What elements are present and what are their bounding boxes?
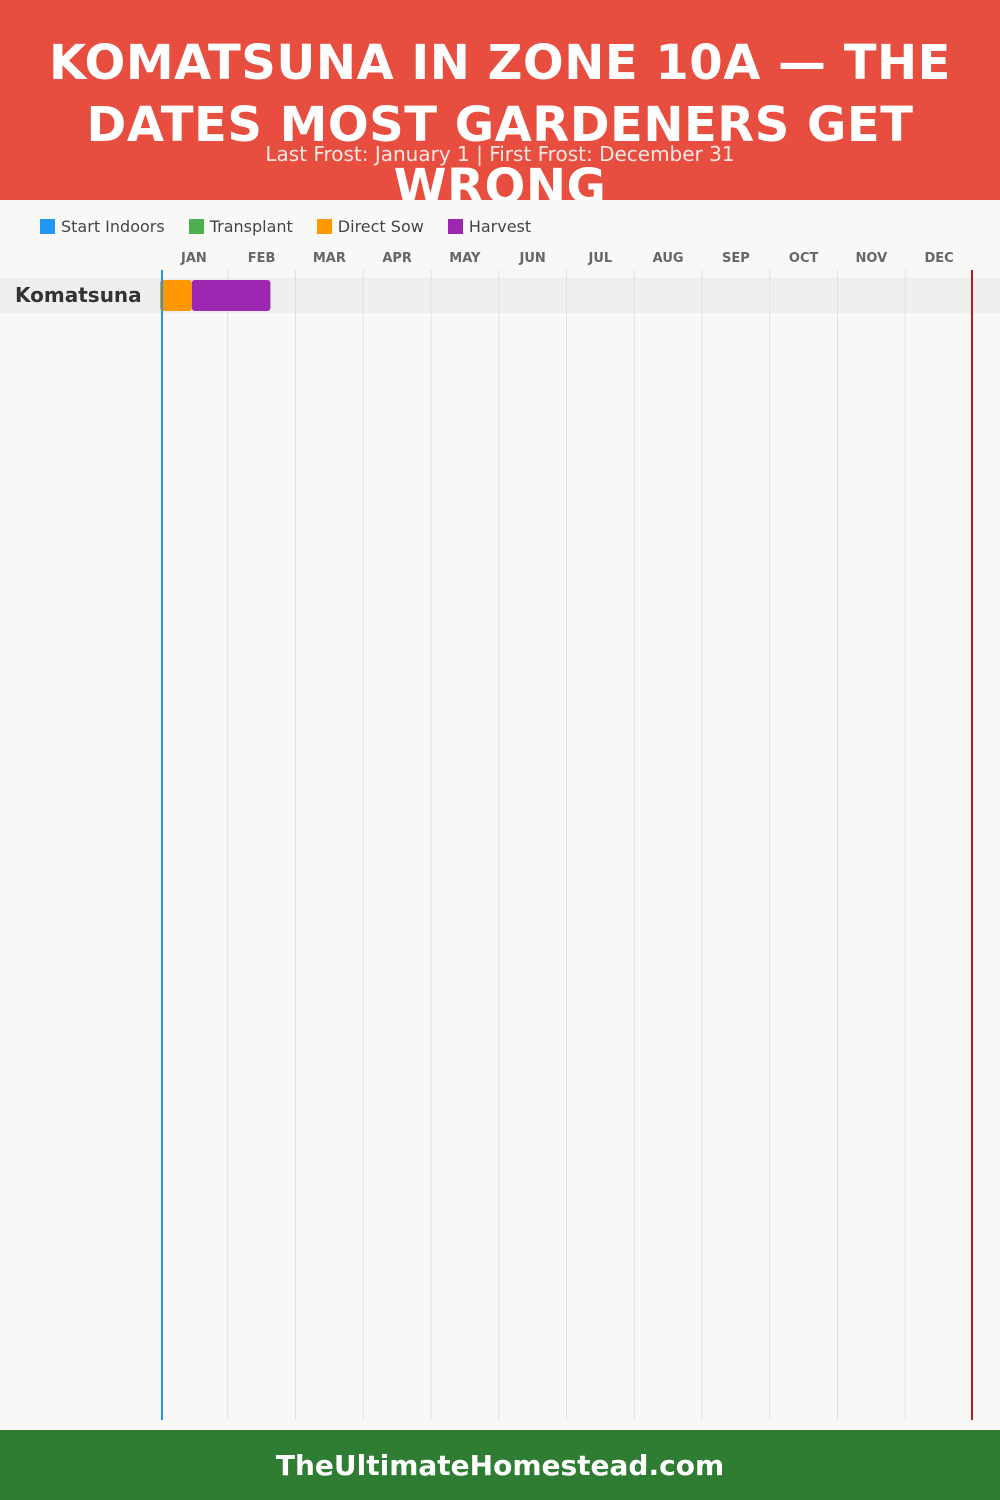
legend-item-transplant: Transplant bbox=[188, 216, 293, 236]
month-label-oct: OCT bbox=[788, 251, 819, 266]
chart-plot-area bbox=[160, 270, 973, 1420]
legend-label: Transplant bbox=[209, 216, 293, 236]
header-banner: KOMATSUNA IN ZONE 10A — THE DATES MOST G… bbox=[0, 0, 1000, 200]
month-label-feb: FEB bbox=[247, 251, 276, 266]
legend-swatch bbox=[40, 218, 55, 234]
site-url[interactable]: TheUltimateHomestead.com bbox=[275, 1448, 725, 1482]
month-label-sep: SEP bbox=[721, 251, 750, 266]
month-label-jul: JUL bbox=[588, 251, 613, 266]
legend-swatch bbox=[316, 218, 332, 234]
frost-dates-subtitle: Last Frost: January 1 | First Frost: Dec… bbox=[265, 142, 735, 166]
month-label-mar: MAR bbox=[312, 251, 346, 266]
legend-item-harvest: Harvest bbox=[447, 216, 532, 236]
month-label-jun: JUN bbox=[519, 251, 546, 266]
footer-banner: TheUltimateHomestead.com bbox=[0, 1430, 1000, 1500]
legend-swatch bbox=[188, 218, 204, 234]
legend-swatch bbox=[447, 218, 463, 234]
crop-label: Komatsuna bbox=[15, 283, 142, 307]
bar-direct-sow bbox=[160, 280, 192, 311]
month-label-dec: DEC bbox=[924, 251, 954, 266]
legend-item-direct-sow: Direct Sow bbox=[316, 216, 424, 236]
bar-harvest bbox=[191, 280, 271, 311]
legend-label: Direct Sow bbox=[337, 216, 424, 236]
month-label-aug: AUG bbox=[652, 251, 684, 266]
legend-label: Harvest bbox=[468, 216, 532, 236]
chart-title: KOMATSUNA IN ZONE 10A — THE DATES MOST G… bbox=[49, 35, 951, 200]
legend-label: Start Indoors bbox=[61, 216, 165, 236]
month-label-apr: APR bbox=[382, 251, 412, 266]
legend: Start Indoors Transplant Direct Sow Harv… bbox=[40, 215, 531, 237]
legend-item-start-indoors: Start Indoors bbox=[40, 217, 165, 236]
month-label-jan: JAN bbox=[180, 251, 207, 266]
month-label-may: MAY bbox=[449, 251, 481, 266]
month-label-nov: NOV bbox=[855, 251, 888, 266]
